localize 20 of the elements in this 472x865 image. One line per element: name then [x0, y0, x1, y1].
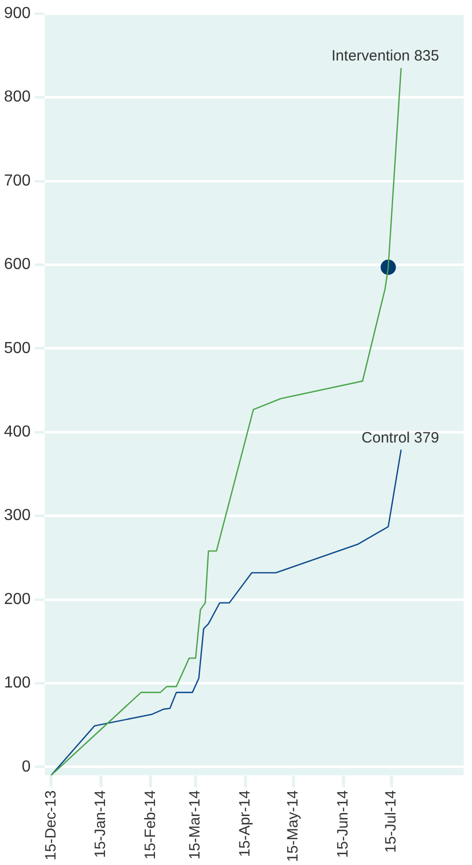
x-tick-label: 15-Dec-13 — [42, 790, 60, 860]
y-tick-label: 0 — [22, 758, 31, 776]
x-tick-label: 15-Feb-14 — [142, 790, 159, 860]
annotation: Intervention 835 — [332, 48, 440, 65]
y-tick-label: 400 — [4, 424, 31, 441]
x-tick-label: 15-Jan-14 — [92, 790, 110, 858]
y-tick-label: 900 — [4, 5, 31, 22]
x-tick-label: 15-Mar-14 — [186, 790, 204, 860]
annotation: Control 379 — [362, 429, 440, 446]
y-tick-label: 100 — [4, 674, 31, 692]
y-tick-label: 800 — [4, 88, 31, 106]
y-tick-label: 700 — [4, 172, 31, 190]
x-tick-label: 15-Jun-14 — [334, 790, 352, 858]
y-tick-label: 600 — [4, 256, 31, 274]
x-tick-label: 15-Apr-14 — [236, 790, 254, 858]
x-tick-label: 15-Jul-14 — [382, 790, 400, 853]
y-tick-label: 500 — [4, 340, 31, 357]
y-tick-label: 200 — [4, 590, 31, 608]
y-tick-label: 300 — [4, 507, 31, 524]
x-tick-label: 15-May-14 — [284, 790, 302, 862]
